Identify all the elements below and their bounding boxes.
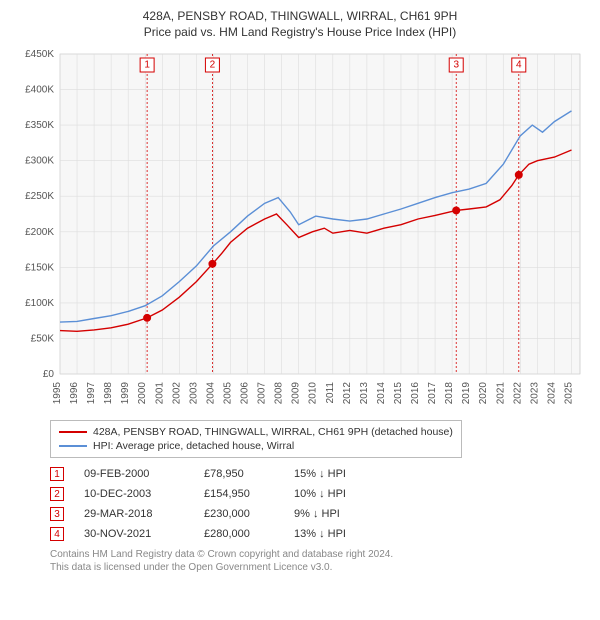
svg-text:2018: 2018 <box>444 382 455 405</box>
legend-label: 428A, PENSBY ROAD, THINGWALL, WIRRAL, CH… <box>93 426 453 438</box>
svg-text:£200K: £200K <box>25 227 54 238</box>
transaction-delta: 15% ↓ HPI <box>294 468 384 480</box>
transaction-row: 2 10-DEC-2003 £154,950 10% ↓ HPI <box>50 484 590 504</box>
svg-text:2021: 2021 <box>495 382 506 405</box>
sale-point <box>208 260 216 268</box>
svg-text:2022: 2022 <box>512 382 523 405</box>
transaction-delta: 10% ↓ HPI <box>294 488 384 500</box>
transaction-row: 4 30-NOV-2021 £280,000 13% ↓ HPI <box>50 524 590 544</box>
transaction-price: £280,000 <box>204 528 274 540</box>
svg-text:2004: 2004 <box>205 382 216 405</box>
svg-text:2002: 2002 <box>171 382 182 405</box>
svg-text:1997: 1997 <box>86 382 97 405</box>
svg-text:2006: 2006 <box>240 382 251 405</box>
svg-text:2008: 2008 <box>274 382 285 405</box>
svg-text:2012: 2012 <box>342 382 353 405</box>
sale-point <box>452 207 460 215</box>
svg-text:2003: 2003 <box>188 382 199 405</box>
sale-point <box>515 171 523 179</box>
svg-text:2011: 2011 <box>325 382 336 404</box>
footnote-line-1: Contains HM Land Registry data © Crown c… <box>50 548 590 561</box>
legend: 428A, PENSBY ROAD, THINGWALL, WIRRAL, CH… <box>50 420 462 458</box>
sale-point <box>143 314 151 322</box>
transaction-marker: 4 <box>50 527 64 541</box>
title-line-2: Price paid vs. HM Land Registry's House … <box>10 24 590 40</box>
svg-text:£150K: £150K <box>25 263 54 274</box>
transaction-date: 09-FEB-2000 <box>84 468 184 480</box>
svg-text:1995: 1995 <box>52 382 63 405</box>
svg-text:2020: 2020 <box>478 382 489 405</box>
footnote: Contains HM Land Registry data © Crown c… <box>50 548 590 574</box>
svg-text:£250K: £250K <box>25 192 54 203</box>
svg-text:2: 2 <box>210 60 216 71</box>
chart-title-block: 428A, PENSBY ROAD, THINGWALL, WIRRAL, CH… <box>10 8 590 40</box>
svg-text:£100K: £100K <box>25 298 54 309</box>
svg-text:2019: 2019 <box>461 382 472 405</box>
svg-text:£350K: £350K <box>25 120 54 131</box>
legend-swatch <box>59 445 87 447</box>
svg-text:2025: 2025 <box>563 382 574 405</box>
svg-text:2016: 2016 <box>410 382 421 405</box>
transaction-date: 10-DEC-2003 <box>84 488 184 500</box>
svg-text:2014: 2014 <box>376 382 387 405</box>
price-chart: £0 £50K £100K £150K £200K £250K £300K £350K £400… <box>10 44 590 414</box>
footnote-line-2: This data is licensed under the Open Gov… <box>50 561 590 574</box>
svg-text:4: 4 <box>516 60 522 71</box>
svg-text:1: 1 <box>144 60 150 71</box>
transaction-delta: 13% ↓ HPI <box>294 528 384 540</box>
transaction-delta: 9% ↓ HPI <box>294 508 384 520</box>
svg-text:2024: 2024 <box>546 382 557 405</box>
svg-text:2017: 2017 <box>427 382 438 405</box>
svg-text:3: 3 <box>453 60 459 71</box>
svg-text:2023: 2023 <box>529 382 540 405</box>
transaction-date: 29-MAR-2018 <box>84 508 184 520</box>
transactions-table: 1 09-FEB-2000 £78,950 15% ↓ HPI 2 10-DEC-2003… <box>50 464 590 544</box>
transaction-price: £78,950 <box>204 468 274 480</box>
svg-text:£400K: £400K <box>25 85 54 96</box>
svg-text:2015: 2015 <box>393 382 404 405</box>
svg-text:1999: 1999 <box>120 382 131 405</box>
svg-text:2010: 2010 <box>308 382 319 405</box>
svg-text:2005: 2005 <box>222 382 233 405</box>
svg-text:1996: 1996 <box>69 382 80 405</box>
svg-text:2007: 2007 <box>257 382 268 405</box>
svg-text:2009: 2009 <box>291 382 302 405</box>
transaction-row: 3 29-MAR-2018 £230,000 9% ↓ HPI <box>50 504 590 524</box>
legend-swatch <box>59 431 87 433</box>
legend-item: 428A, PENSBY ROAD, THINGWALL, WIRRAL, CH… <box>59 425 453 439</box>
svg-text:2013: 2013 <box>359 382 370 405</box>
svg-text:£0: £0 <box>43 369 55 380</box>
svg-text:£300K: £300K <box>25 156 54 167</box>
svg-text:2000: 2000 <box>137 382 148 405</box>
title-line-1: 428A, PENSBY ROAD, THINGWALL, WIRRAL, CH… <box>10 8 590 24</box>
transaction-price: £230,000 <box>204 508 274 520</box>
svg-text:£450K: £450K <box>25 49 54 60</box>
legend-label: HPI: Average price, detached house, Wirr… <box>93 440 294 452</box>
transaction-marker: 1 <box>50 467 64 481</box>
svg-text:1998: 1998 <box>103 382 114 405</box>
transaction-date: 30-NOV-2021 <box>84 528 184 540</box>
transaction-price: £154,950 <box>204 488 274 500</box>
svg-text:£50K: £50K <box>31 334 55 345</box>
transaction-marker: 2 <box>50 487 64 501</box>
transaction-marker: 3 <box>50 507 64 521</box>
transaction-row: 1 09-FEB-2000 £78,950 15% ↓ HPI <box>50 464 590 484</box>
svg-text:2001: 2001 <box>154 382 165 405</box>
legend-item: HPI: Average price, detached house, Wirr… <box>59 439 453 453</box>
